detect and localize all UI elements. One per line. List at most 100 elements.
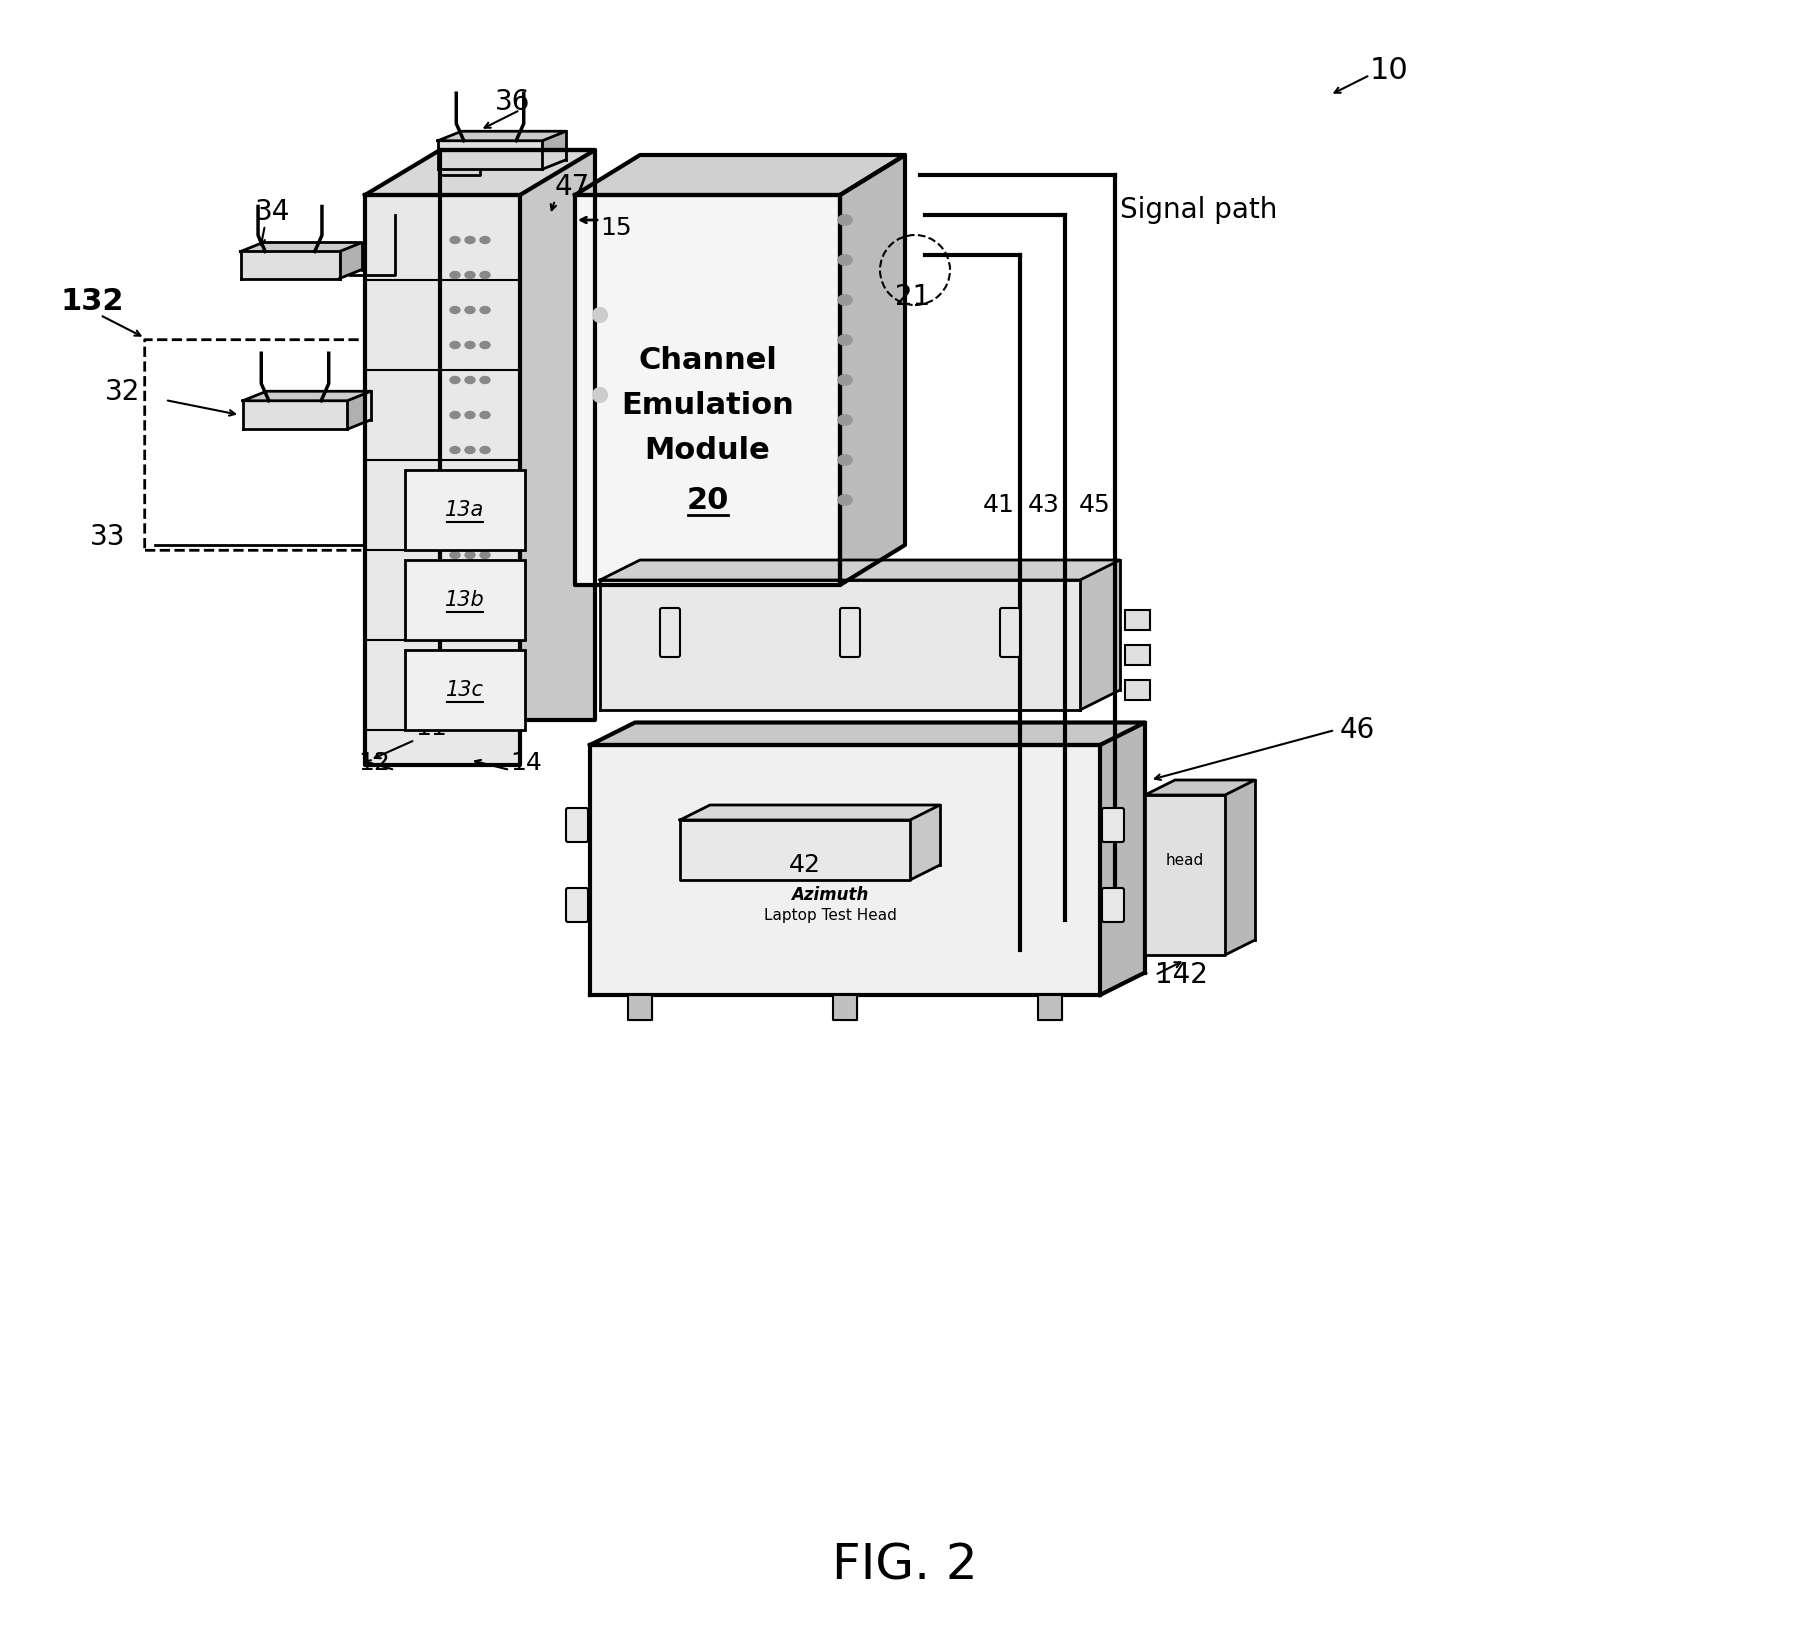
Bar <box>405 560 525 639</box>
FancyBboxPatch shape <box>1102 808 1124 842</box>
Ellipse shape <box>465 376 474 384</box>
Polygon shape <box>1146 794 1225 954</box>
Bar <box>405 649 525 730</box>
Ellipse shape <box>838 295 853 305</box>
Text: 132: 132 <box>60 287 123 316</box>
Text: 13a: 13a <box>445 499 485 521</box>
Text: 42: 42 <box>789 854 822 877</box>
Polygon shape <box>840 155 905 585</box>
Ellipse shape <box>451 516 460 524</box>
Polygon shape <box>438 140 543 170</box>
Ellipse shape <box>465 587 474 593</box>
Polygon shape <box>628 995 652 1020</box>
Ellipse shape <box>451 656 460 664</box>
Ellipse shape <box>465 237 474 244</box>
Polygon shape <box>241 252 340 279</box>
Ellipse shape <box>451 412 460 419</box>
Polygon shape <box>910 804 939 880</box>
Text: 41: 41 <box>983 493 1015 517</box>
Text: 21: 21 <box>894 283 930 311</box>
Polygon shape <box>340 242 362 279</box>
Ellipse shape <box>451 376 460 384</box>
Polygon shape <box>1037 995 1062 1020</box>
Text: 11: 11 <box>414 715 447 740</box>
Polygon shape <box>1100 722 1146 995</box>
Ellipse shape <box>480 481 491 488</box>
Bar <box>1126 644 1149 666</box>
Text: 45: 45 <box>1079 493 1110 517</box>
Text: Channel: Channel <box>639 346 776 374</box>
Bar <box>1126 610 1149 630</box>
Polygon shape <box>348 391 371 428</box>
Polygon shape <box>590 722 1146 745</box>
Text: FIG. 2: FIG. 2 <box>833 1541 977 1589</box>
Ellipse shape <box>838 335 853 344</box>
Ellipse shape <box>451 272 460 279</box>
Polygon shape <box>1225 780 1254 954</box>
Ellipse shape <box>451 341 460 348</box>
Polygon shape <box>366 194 519 765</box>
Polygon shape <box>833 995 856 1020</box>
Polygon shape <box>681 821 910 880</box>
Ellipse shape <box>465 447 474 453</box>
Text: 15: 15 <box>599 216 632 241</box>
Ellipse shape <box>465 307 474 313</box>
Text: 33: 33 <box>90 522 125 550</box>
Text: Laptop Test Head: Laptop Test Head <box>764 908 896 923</box>
Ellipse shape <box>465 272 474 279</box>
FancyBboxPatch shape <box>999 608 1021 658</box>
Polygon shape <box>440 150 595 720</box>
Polygon shape <box>243 400 348 428</box>
FancyBboxPatch shape <box>840 608 860 658</box>
Ellipse shape <box>465 516 474 524</box>
Polygon shape <box>1146 780 1254 794</box>
FancyBboxPatch shape <box>661 608 681 658</box>
Ellipse shape <box>594 387 606 402</box>
Text: 46: 46 <box>1339 715 1376 743</box>
Ellipse shape <box>465 412 474 419</box>
Text: Module: Module <box>644 435 771 465</box>
Polygon shape <box>438 132 567 140</box>
Ellipse shape <box>451 621 460 628</box>
Ellipse shape <box>465 552 474 559</box>
Polygon shape <box>599 580 1081 710</box>
Ellipse shape <box>480 412 491 419</box>
Text: 32: 32 <box>105 377 141 405</box>
Ellipse shape <box>480 376 491 384</box>
Text: 13c: 13c <box>445 681 483 700</box>
Ellipse shape <box>838 376 853 386</box>
Ellipse shape <box>594 308 606 321</box>
Ellipse shape <box>451 481 460 488</box>
Ellipse shape <box>838 214 853 226</box>
Bar <box>1126 681 1149 700</box>
Ellipse shape <box>451 237 460 244</box>
Polygon shape <box>576 155 905 194</box>
Ellipse shape <box>480 516 491 524</box>
Ellipse shape <box>451 552 460 559</box>
Text: Emulation: Emulation <box>621 391 795 420</box>
Text: 12: 12 <box>358 751 389 775</box>
Ellipse shape <box>480 621 491 628</box>
Text: 36: 36 <box>494 87 530 115</box>
Ellipse shape <box>480 307 491 313</box>
Ellipse shape <box>480 587 491 593</box>
Ellipse shape <box>838 255 853 265</box>
Text: 13b: 13b <box>445 590 485 610</box>
Ellipse shape <box>465 341 474 348</box>
Text: 20: 20 <box>686 486 729 514</box>
Text: 10: 10 <box>1370 56 1408 84</box>
Ellipse shape <box>838 494 853 504</box>
Ellipse shape <box>465 656 474 664</box>
Polygon shape <box>590 745 1100 995</box>
Ellipse shape <box>451 447 460 453</box>
FancyBboxPatch shape <box>1102 888 1124 921</box>
Ellipse shape <box>480 341 491 348</box>
Polygon shape <box>243 391 371 400</box>
Text: 44: 44 <box>1220 892 1256 920</box>
Ellipse shape <box>451 587 460 593</box>
Text: Azimuth: Azimuth <box>791 887 869 905</box>
Ellipse shape <box>838 455 853 465</box>
FancyBboxPatch shape <box>567 888 588 921</box>
Polygon shape <box>681 804 939 821</box>
Ellipse shape <box>480 237 491 244</box>
